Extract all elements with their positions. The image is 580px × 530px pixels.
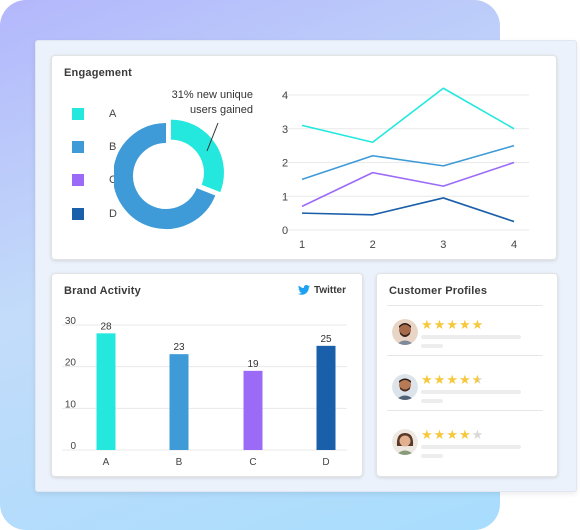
bar-value-label: 23 [173, 342, 185, 353]
bar-value-label: 19 [247, 359, 259, 370]
donut-slice [114, 123, 216, 229]
series-line [301, 197, 515, 223]
brand-activity-title: Brand Activity [64, 285, 141, 297]
y-tick-label: 0 [282, 225, 288, 237]
star-rating: ★★★★★ [421, 317, 484, 333]
placeholder-line [421, 399, 443, 403]
star-icon: ★ [458, 372, 472, 387]
x-tick-label: C [249, 457, 256, 468]
star-icon: ★ [446, 427, 459, 442]
star-icon: ★ [421, 372, 434, 387]
x-tick-label: 2 [370, 239, 376, 250]
placeholder-line [421, 335, 521, 339]
customer-profiles-card: Customer Profiles ★★★★★ ★★★★★ ★★★★★ [376, 273, 558, 477]
avatar [392, 374, 418, 400]
placeholder-line [421, 390, 521, 394]
y-tick-label: 3 [282, 124, 288, 136]
avatar [392, 429, 418, 455]
x-tick-label: A [103, 457, 110, 468]
brand-activity-card: Brand Activity Twitter 0 10 20 30 28 A 23 B 19 C 2… [51, 273, 363, 477]
y-tick-label: 1 [282, 191, 288, 203]
star-icon: ★ [421, 427, 434, 442]
star-icon: ★ [433, 372, 447, 387]
star-icon: ★ [433, 427, 447, 442]
bar [316, 345, 336, 450]
profile-row[interactable]: ★★★★★ [387, 427, 543, 469]
bar [96, 333, 116, 450]
star-icon: ★ [471, 372, 485, 387]
profile-row[interactable]: ★★★★★ [387, 317, 543, 359]
legend-label: D [109, 208, 117, 220]
x-tick-label: 4 [511, 239, 517, 250]
profile-row[interactable]: ★★★★★ [387, 372, 543, 414]
star-icon: ★ [471, 427, 485, 442]
bar [243, 370, 263, 450]
x-tick-label: 3 [440, 239, 446, 250]
star-icon: ★ [421, 317, 434, 332]
placeholder-line [421, 344, 443, 348]
annotation-line-2: users gained [190, 104, 253, 116]
twitter-source[interactable]: Twitter [297, 285, 346, 296]
x-tick-label: D [322, 457, 329, 468]
customer-profiles-title: Customer Profiles [389, 285, 488, 297]
legend-swatch [72, 174, 84, 186]
dashboard-panel: Engagement A B C D 31% new unique users … [35, 40, 577, 492]
legend-label: C [109, 174, 117, 186]
y-tick-label: 10 [65, 399, 77, 410]
y-tick-label: 0 [70, 441, 76, 452]
bar-value-label: 25 [320, 334, 332, 345]
star-icon: ★ [446, 317, 459, 332]
twitter-label: Twitter [313, 285, 346, 296]
legend-label: A [109, 108, 117, 120]
series-line [301, 87, 515, 144]
donut-slice [170, 119, 224, 193]
annotation-line-1: 31% new unique [171, 89, 253, 101]
donut-chart [114, 119, 224, 229]
divider [387, 355, 543, 356]
y-tick-label: 30 [65, 316, 77, 327]
divider [387, 410, 543, 411]
engagement-card: Engagement A B C D 31% new unique users … [51, 55, 557, 260]
engagement-title: Engagement [64, 67, 133, 79]
bar-value-label: 28 [100, 321, 112, 332]
bar-chart: 0 10 20 30 28 A 23 B 19 C 25 D [62, 316, 347, 468]
bar [169, 354, 189, 450]
twitter-icon [297, 285, 310, 295]
avatar [392, 319, 418, 345]
annotation-pointer [206, 122, 219, 152]
star-icon: ★ [433, 317, 447, 332]
legend-swatch [72, 141, 84, 153]
y-tick-label: 20 [65, 358, 77, 369]
star-rating: ★★★★★ [421, 372, 484, 388]
placeholder-line [421, 454, 443, 458]
star-icon: ★ [446, 372, 459, 387]
star-rating: ★★★★★ [421, 427, 484, 443]
star-icon: ★ [458, 317, 472, 332]
legend-swatch [72, 108, 84, 120]
divider [387, 305, 543, 306]
star-icon: ★ [458, 427, 472, 442]
series-line [301, 161, 515, 208]
legend-label: B [109, 141, 117, 153]
y-tick-label: 2 [282, 158, 288, 170]
series-line [301, 144, 515, 181]
x-tick-label: 1 [299, 239, 305, 250]
donut-annotation: 31% new unique users gained [157, 88, 253, 118]
x-tick-label: B [176, 457, 183, 468]
placeholder-line [421, 445, 521, 449]
legend-swatch [72, 208, 84, 220]
y-tick-label: 4 [282, 90, 288, 102]
star-icon: ★ [471, 317, 485, 332]
